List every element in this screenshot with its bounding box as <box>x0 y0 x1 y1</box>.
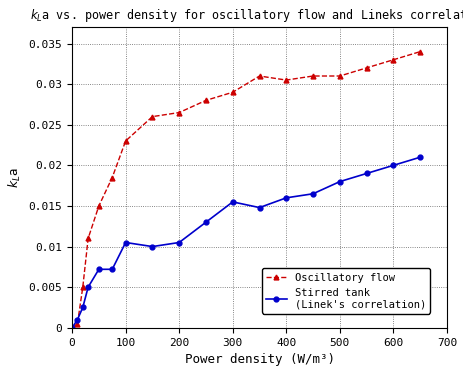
Stirred tank
(Linek's correlation) <box>417 155 422 160</box>
Oscillatory flow <box>336 74 342 78</box>
Stirred tank
(Linek's correlation) <box>363 171 369 176</box>
Stirred tank
(Linek's correlation) <box>96 267 101 272</box>
Oscillatory flow <box>85 236 91 241</box>
Title: $k_L$a vs. power density for oscillatory flow and Lineks correlation: $k_L$a vs. power density for oscillatory… <box>30 7 463 24</box>
Oscillatory flow <box>310 74 315 78</box>
Legend: Oscillatory flow, Stirred tank
(Linek's correlation): Oscillatory flow, Stirred tank (Linek's … <box>261 269 430 314</box>
Oscillatory flow <box>176 110 181 115</box>
Oscillatory flow <box>256 74 262 78</box>
Stirred tank
(Linek's correlation) <box>283 195 288 200</box>
Oscillatory flow <box>363 66 369 70</box>
Line: Stirred tank
(Linek's correlation): Stirred tank (Linek's correlation) <box>69 155 422 330</box>
Oscillatory flow <box>390 57 395 62</box>
Stirred tank
(Linek's correlation) <box>149 244 155 249</box>
Oscillatory flow <box>96 204 101 208</box>
Oscillatory flow <box>283 78 288 82</box>
Stirred tank
(Linek's correlation) <box>69 326 75 330</box>
Stirred tank
(Linek's correlation) <box>109 267 115 272</box>
Oscillatory flow <box>109 175 115 180</box>
Oscillatory flow <box>203 98 208 103</box>
Oscillatory flow <box>417 49 422 54</box>
Stirred tank
(Linek's correlation) <box>85 285 91 289</box>
Y-axis label: $k_L$a: $k_L$a <box>7 167 23 188</box>
X-axis label: Power density (W/m³): Power density (W/m³) <box>184 353 334 366</box>
Oscillatory flow <box>69 326 75 330</box>
Oscillatory flow <box>75 322 80 326</box>
Stirred tank
(Linek's correlation) <box>123 240 128 245</box>
Stirred tank
(Linek's correlation) <box>256 206 262 210</box>
Oscillatory flow <box>80 285 85 289</box>
Oscillatory flow <box>123 139 128 143</box>
Stirred tank
(Linek's correlation) <box>336 179 342 184</box>
Stirred tank
(Linek's correlation) <box>390 163 395 167</box>
Stirred tank
(Linek's correlation) <box>176 240 181 245</box>
Stirred tank
(Linek's correlation) <box>80 305 85 310</box>
Stirred tank
(Linek's correlation) <box>75 317 80 322</box>
Oscillatory flow <box>230 90 235 94</box>
Stirred tank
(Linek's correlation) <box>203 220 208 225</box>
Line: Oscillatory flow: Oscillatory flow <box>69 49 422 330</box>
Oscillatory flow <box>149 115 155 119</box>
Stirred tank
(Linek's correlation) <box>310 191 315 196</box>
Stirred tank
(Linek's correlation) <box>230 200 235 204</box>
